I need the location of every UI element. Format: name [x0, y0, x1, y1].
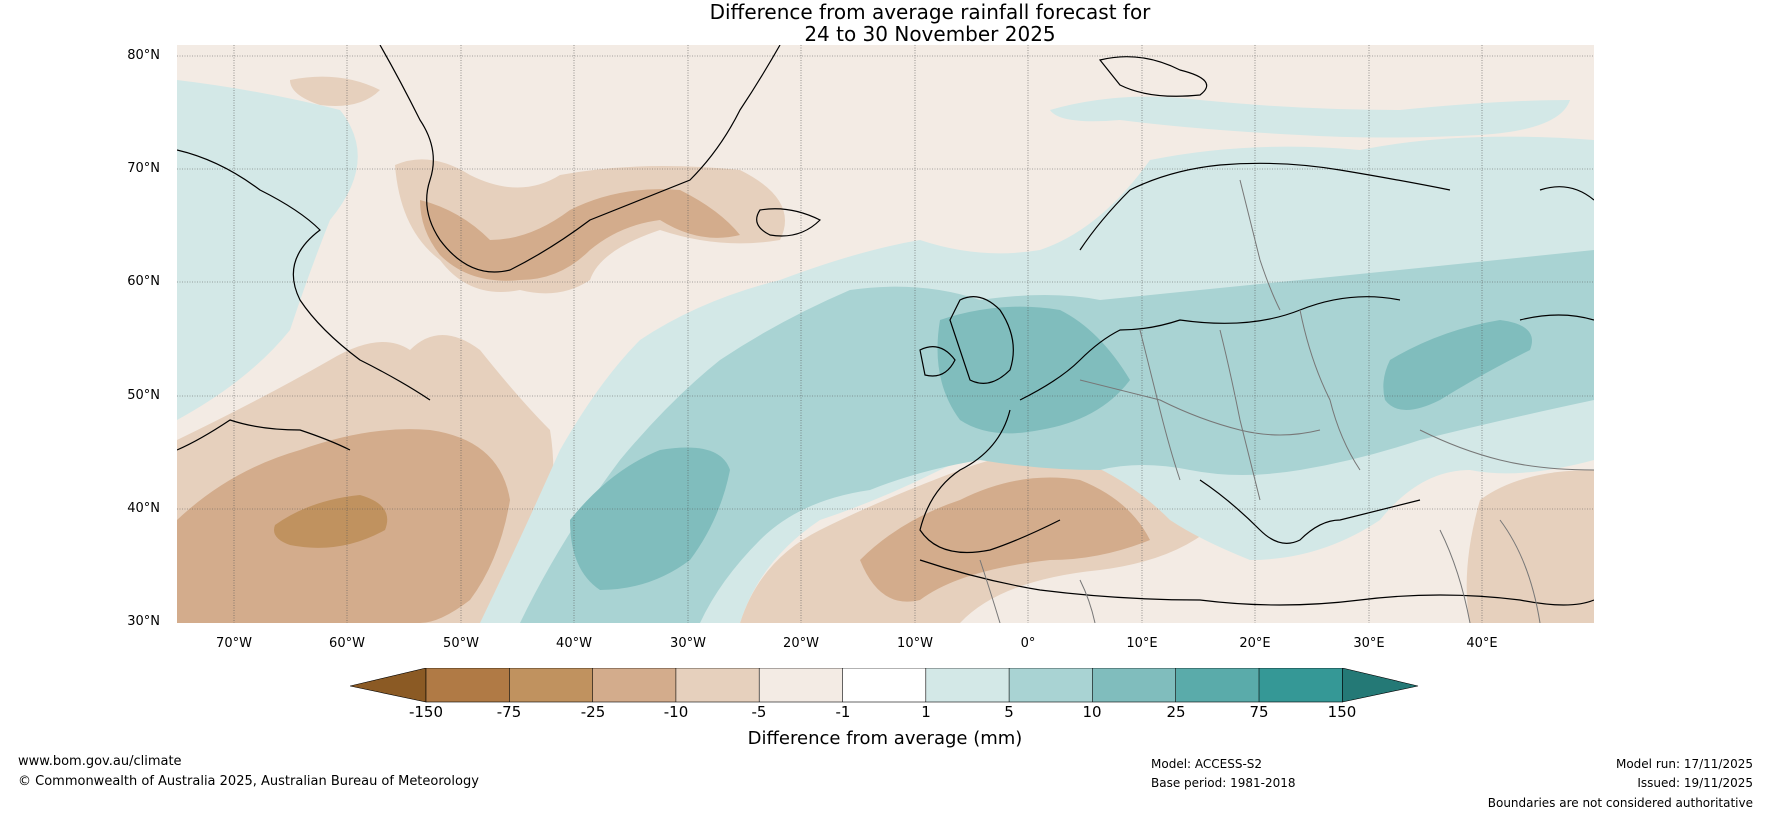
colorbar-label-2: -25 — [580, 703, 606, 721]
colorbar-seg-7 — [925, 668, 1010, 702]
colorbar-label-8: 10 — [1082, 703, 1102, 721]
brown-band-north — [290, 76, 380, 106]
colorbar-label-10: 75 — [1249, 703, 1269, 721]
map-title-line1: Difference from average rainfall forecas… — [709, 0, 1151, 24]
colorbar-seg-11 — [1259, 668, 1343, 702]
lon-label-60w: 60°W — [329, 636, 365, 651]
country-borders — [979, 179, 1594, 623]
colorbar-seg-4 — [675, 668, 760, 702]
colorbar-seg-6 — [842, 668, 926, 702]
lon-label-10w: 10°W — [897, 636, 933, 651]
colorbar-arrow-right — [1341, 668, 1419, 703]
lat-label-70n: 70°N — [127, 161, 160, 176]
footer-model-run: Model run: 17/11/2025 — [1615, 757, 1753, 771]
colorbar-label-0: -150 — [408, 703, 444, 721]
lat-label-60n: 60°N — [127, 274, 160, 289]
colorbar-label-9: 25 — [1166, 703, 1186, 721]
colorbar-seg-2 — [509, 668, 593, 702]
lat-label-30n: 30°N — [127, 614, 160, 629]
colorbar-label-11: 150 — [1327, 703, 1357, 721]
colorbar-label-7: 5 — [1004, 703, 1014, 721]
lat-label-50n: 50°N — [127, 388, 160, 403]
lon-label-30w: 30°W — [670, 636, 706, 651]
lon-label-30e: 30°E — [1353, 636, 1385, 651]
colorbar-dividers — [509, 668, 1260, 702]
lon-label-40w: 40°W — [556, 636, 592, 651]
colorbar-label-3: -10 — [663, 703, 689, 721]
footer-copyright: © Commonwealth of Australia 2025, Austra… — [18, 774, 479, 789]
teal-band-light-west — [177, 80, 358, 420]
lon-label-40e: 40°E — [1466, 636, 1498, 651]
footer-disclaimer: Boundaries are not considered authoritat… — [1487, 796, 1753, 810]
lat-label-40n: 40°N — [127, 501, 160, 516]
brown-band-east — [1466, 470, 1594, 623]
lon-label-70w: 70°W — [216, 636, 252, 651]
colorbar-outline — [425, 668, 1343, 703]
map-field — [177, 45, 1594, 623]
brown-core-greenland — [420, 189, 740, 281]
teal-core-atlantic — [570, 447, 730, 590]
colorbar — [350, 668, 1419, 703]
colorbar-label-6: 1 — [921, 703, 931, 721]
teal-band-mid — [520, 250, 1594, 623]
colorbar-seg-1 — [426, 668, 510, 702]
teal-core-uk — [937, 306, 1130, 434]
footer-issued: Issued: 19/11/2025 — [1637, 776, 1753, 790]
lon-label-50w: 50°W — [443, 636, 479, 651]
brown-core-med — [860, 477, 1150, 602]
colorbar-seg-10 — [1175, 668, 1259, 702]
teal-core-east — [1383, 320, 1532, 410]
coastlines — [177, 45, 1594, 606]
map-title-line2: 24 to 30 November 2025 — [804, 22, 1056, 46]
colorbar-title: Difference from average (mm) — [747, 728, 1023, 749]
footer-base-period: Base period: 1981-2018 — [1151, 776, 1296, 790]
teal-band-arctic — [1050, 96, 1570, 138]
lon-label-10e: 10°E — [1126, 636, 1158, 651]
colorbar-label-4: -5 — [751, 703, 767, 721]
lon-label-20w: 20°W — [783, 636, 819, 651]
graticule — [177, 45, 1594, 623]
footer-site-link[interactable]: www.bom.gov.au/climate — [18, 754, 182, 769]
brown-peak-atlantic — [274, 495, 388, 548]
colorbar-seg-5 — [759, 668, 843, 702]
lon-label-0: 0° — [1020, 636, 1036, 651]
footer-model: Model: ACCESS-S2 — [1151, 757, 1263, 771]
colorbar-seg-3 — [592, 668, 676, 702]
colorbar-seg-8 — [1009, 668, 1093, 702]
colorbar-arrow-left — [350, 668, 427, 703]
lon-label-20e: 20°E — [1239, 636, 1271, 651]
colorbar-seg-9 — [1092, 668, 1176, 702]
colorbar-label-1: -75 — [496, 703, 522, 721]
lat-label-80n: 80°N — [127, 48, 160, 63]
colorbar-label-5: -1 — [835, 703, 851, 721]
